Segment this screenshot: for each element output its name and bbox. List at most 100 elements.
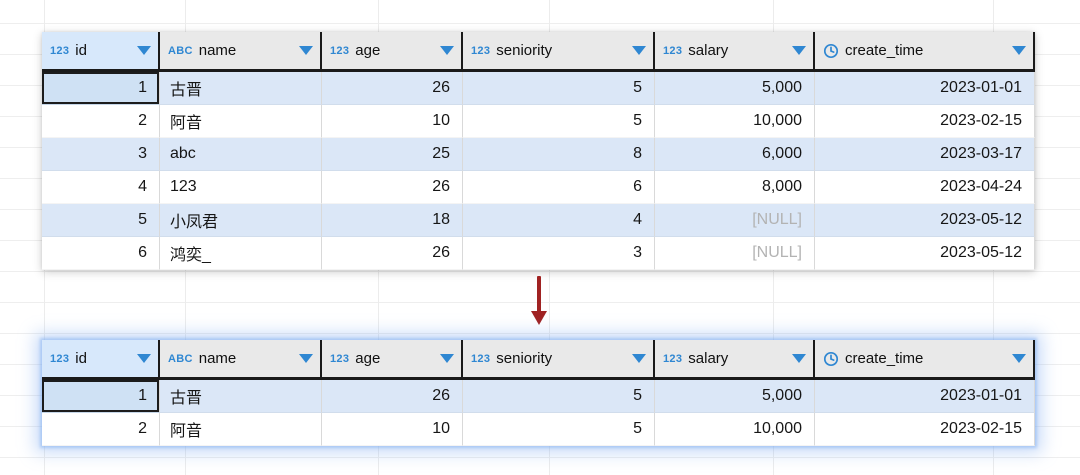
cell-name[interactable]: 123 (160, 171, 322, 204)
cell-seniority[interactable]: 8 (463, 138, 655, 171)
datetime-type-icon (823, 351, 839, 367)
filter-caret-icon[interactable] (632, 354, 646, 363)
cell-seniority[interactable]: 5 (463, 413, 655, 446)
column-header-name[interactable]: ABC name (160, 32, 322, 72)
column-label: name (198, 42, 237, 59)
column-label: age (355, 42, 381, 59)
column-header-seniority[interactable]: 123 seniority (463, 340, 655, 380)
number-type-icon: 123 (330, 352, 350, 365)
cell-create_time[interactable]: 2023-01-01 (815, 380, 1035, 413)
cell-create_time[interactable]: 2023-03-17 (815, 138, 1035, 171)
cell-name[interactable]: 古晋 (160, 72, 322, 105)
column-label: salary (688, 350, 729, 367)
cell-salary[interactable]: 6,000 (655, 138, 815, 171)
cell-seniority[interactable]: 5 (463, 72, 655, 105)
cell-id[interactable]: 1 (42, 72, 160, 105)
filter-caret-icon[interactable] (137, 354, 151, 363)
column-label: salary (688, 42, 729, 59)
table-row: 5 小凤君 18 4 [NULL] 2023-05-12 (42, 204, 1035, 237)
column-header-create_time[interactable]: create_time (815, 340, 1035, 380)
cell-create_time[interactable]: 2023-02-15 (815, 413, 1035, 446)
cell-seniority[interactable]: 4 (463, 204, 655, 237)
cell-id[interactable]: 2 (42, 413, 160, 446)
filter-caret-icon[interactable] (137, 46, 151, 55)
cell-age[interactable]: 10 (322, 413, 463, 446)
transform-arrow-head (530, 311, 547, 325)
result-grid-source: 123 id ABC name 123 age 123 seniority 123 salary c… (42, 32, 1035, 270)
header-row: 123 id ABC name 123 age 123 seniority 123 salary c… (42, 32, 1035, 72)
cell-id[interactable]: 6 (42, 237, 160, 270)
column-header-create_time[interactable]: create_time (815, 32, 1035, 72)
cell-name[interactable]: 阿音 (160, 105, 322, 138)
transform-arrow-shaft (536, 276, 541, 312)
filter-caret-icon[interactable] (299, 354, 313, 363)
filter-caret-icon[interactable] (299, 46, 313, 55)
cell-name[interactable]: 小凤君 (160, 204, 322, 237)
number-type-icon: 123 (50, 352, 70, 365)
column-header-seniority[interactable]: 123 seniority (463, 32, 655, 72)
column-label: seniority (496, 42, 553, 59)
filter-caret-icon[interactable] (792, 354, 806, 363)
number-type-icon: 123 (471, 352, 491, 365)
transform-arrow (530, 276, 547, 325)
column-label: create_time (845, 42, 924, 59)
cell-name[interactable]: 古晋 (160, 380, 322, 413)
result-grid-result: 123 id ABC name 123 age 123 seniority 123 salary c… (42, 340, 1035, 446)
cell-salary[interactable]: 10,000 (655, 413, 815, 446)
column-header-salary[interactable]: 123 salary (655, 32, 815, 72)
column-header-age[interactable]: 123 age (322, 32, 463, 72)
cell-age[interactable]: 18 (322, 204, 463, 237)
cell-age[interactable]: 26 (322, 237, 463, 270)
cell-age[interactable]: 26 (322, 72, 463, 105)
cell-age[interactable]: 25 (322, 138, 463, 171)
filter-caret-icon[interactable] (1012, 354, 1026, 363)
filter-caret-icon[interactable] (632, 46, 646, 55)
cell-age[interactable]: 26 (322, 380, 463, 413)
cell-seniority[interactable]: 5 (463, 105, 655, 138)
cell-salary[interactable]: [NULL] (655, 237, 815, 270)
filter-caret-icon[interactable] (440, 46, 454, 55)
cell-id[interactable]: 5 (42, 204, 160, 237)
cell-salary[interactable]: 5,000 (655, 380, 815, 413)
column-header-id[interactable]: 123 id (42, 32, 160, 72)
cell-create_time[interactable]: 2023-05-12 (815, 237, 1035, 270)
cell-salary[interactable]: 8,000 (655, 171, 815, 204)
cell-age[interactable]: 26 (322, 171, 463, 204)
cell-id[interactable]: 4 (42, 171, 160, 204)
cell-name[interactable]: 鸿奕_ (160, 237, 322, 270)
table-row: 1 古晋 26 5 5,000 2023-01-01 (42, 380, 1035, 413)
cell-id[interactable]: 3 (42, 138, 160, 171)
column-label: age (355, 350, 381, 367)
cell-name[interactable]: abc (160, 138, 322, 171)
table-row: 3 abc 25 8 6,000 2023-03-17 (42, 138, 1035, 171)
cell-id[interactable]: 1 (42, 380, 160, 413)
column-label: seniority (496, 350, 553, 367)
column-label: create_time (845, 350, 924, 367)
cell-salary[interactable]: [NULL] (655, 204, 815, 237)
cell-seniority[interactable]: 3 (463, 237, 655, 270)
column-header-id[interactable]: 123 id (42, 340, 160, 380)
cell-salary[interactable]: 10,000 (655, 105, 815, 138)
cell-create_time[interactable]: 2023-01-01 (815, 72, 1035, 105)
column-header-age[interactable]: 123 age (322, 340, 463, 380)
cell-age[interactable]: 10 (322, 105, 463, 138)
filter-caret-icon[interactable] (1012, 46, 1026, 55)
cell-name[interactable]: 阿音 (160, 413, 322, 446)
filter-caret-icon[interactable] (440, 354, 454, 363)
cell-create_time[interactable]: 2023-02-15 (815, 105, 1035, 138)
cell-id[interactable]: 2 (42, 105, 160, 138)
number-type-icon: 123 (50, 44, 70, 57)
cell-create_time[interactable]: 2023-05-12 (815, 204, 1035, 237)
number-type-icon: 123 (663, 44, 683, 57)
number-type-icon: 123 (330, 44, 350, 57)
cell-salary[interactable]: 5,000 (655, 72, 815, 105)
column-label: name (198, 350, 237, 367)
table-row: 2 阿音 10 5 10,000 2023-02-15 (42, 105, 1035, 138)
cell-seniority[interactable]: 6 (463, 171, 655, 204)
cell-create_time[interactable]: 2023-04-24 (815, 171, 1035, 204)
cell-seniority[interactable]: 5 (463, 380, 655, 413)
filter-caret-icon[interactable] (792, 46, 806, 55)
column-header-salary[interactable]: 123 salary (655, 340, 815, 380)
column-header-name[interactable]: ABC name (160, 340, 322, 380)
